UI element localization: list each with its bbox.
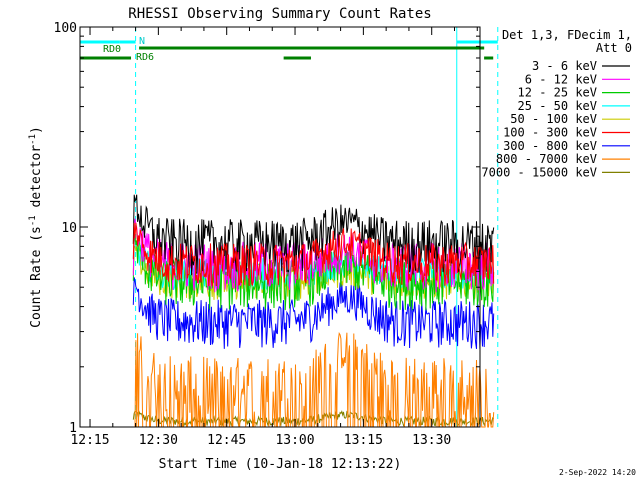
legend-label-100-300-kev: 100 - 300 keV — [503, 126, 597, 140]
y-axis-label-exp-2: -1 — [28, 134, 38, 145]
x-tick-label-1300: 13:00 — [275, 433, 314, 448]
x-tick-label-1315: 13:15 — [344, 433, 383, 448]
series-line-7000-15000-kev-kev — [132, 410, 495, 428]
y-axis-label-mid: detector — [29, 145, 44, 216]
chart-title: RHESSI Observing Summary Count Rates — [128, 6, 431, 22]
y-axis-label-end: ) — [29, 126, 44, 134]
y-axis-label-main: Count Rate (s — [29, 226, 44, 328]
legend-label-800-7000-kev: 800 - 7000 keV — [496, 152, 597, 166]
series-line-12-25-kev-kev — [132, 236, 495, 311]
flag-bars: RD0 N RD6 — [80, 36, 498, 63]
data-series — [132, 194, 495, 428]
x-tick-label-1215: 12:15 — [70, 433, 109, 448]
y-axis-label-exp-1: -1 — [28, 215, 38, 226]
flag-label-n: N — [139, 36, 145, 47]
y-axis-label: Count Rate (s-1 detector-1) — [28, 126, 44, 328]
timestamp: 2-Sep-2022 14:20 — [559, 468, 636, 477]
series-line-800-7000-kev-kev — [133, 331, 495, 428]
legend-label-50-100-kev: 50 - 100 keV — [510, 112, 597, 126]
legend-label-12-25-kev: 12 - 25 keV — [518, 86, 597, 100]
flag-label-rd6: RD6 — [136, 52, 154, 63]
legend-title-line-1: Det 1,3, FDecim 1, — [502, 28, 632, 42]
legend-label-3-6-kev: 3 - 6 keV — [532, 59, 597, 73]
y-tick-label-10: 10 — [61, 221, 77, 236]
legend-title-line-2: Att 0 — [596, 41, 632, 55]
series-line-3-6-kev-kev — [132, 194, 495, 276]
x-tick-label-1245: 12:45 — [207, 433, 246, 448]
flag-label-rd0: RD0 — [103, 44, 121, 55]
legend-label-300-800-kev: 300 - 800 keV — [503, 139, 597, 153]
y-tick-label-100: 100 — [54, 21, 77, 36]
x-tick-label-1330: 13:30 — [412, 433, 451, 448]
axes: 12:15 12:30 12:45 13:00 13:15 13:30 1 10 100 — [54, 21, 480, 448]
y-tick-label-1: 1 — [69, 421, 77, 436]
series-line-100-300-kev-kev — [132, 222, 495, 287]
x-tick-label-1230: 12:30 — [139, 433, 178, 448]
series-line-300-800-kev-kev — [132, 277, 495, 349]
legend-label-25-50-kev: 25 - 50 keV — [518, 99, 597, 113]
legend-label-6-12-kev: 6 - 12 keV — [525, 72, 597, 86]
legend-label-7000-15000-kev: 7000 - 15000 keV — [481, 165, 597, 179]
x-axis-label: Start Time (10-Jan-18 12:13:22) — [159, 457, 402, 472]
